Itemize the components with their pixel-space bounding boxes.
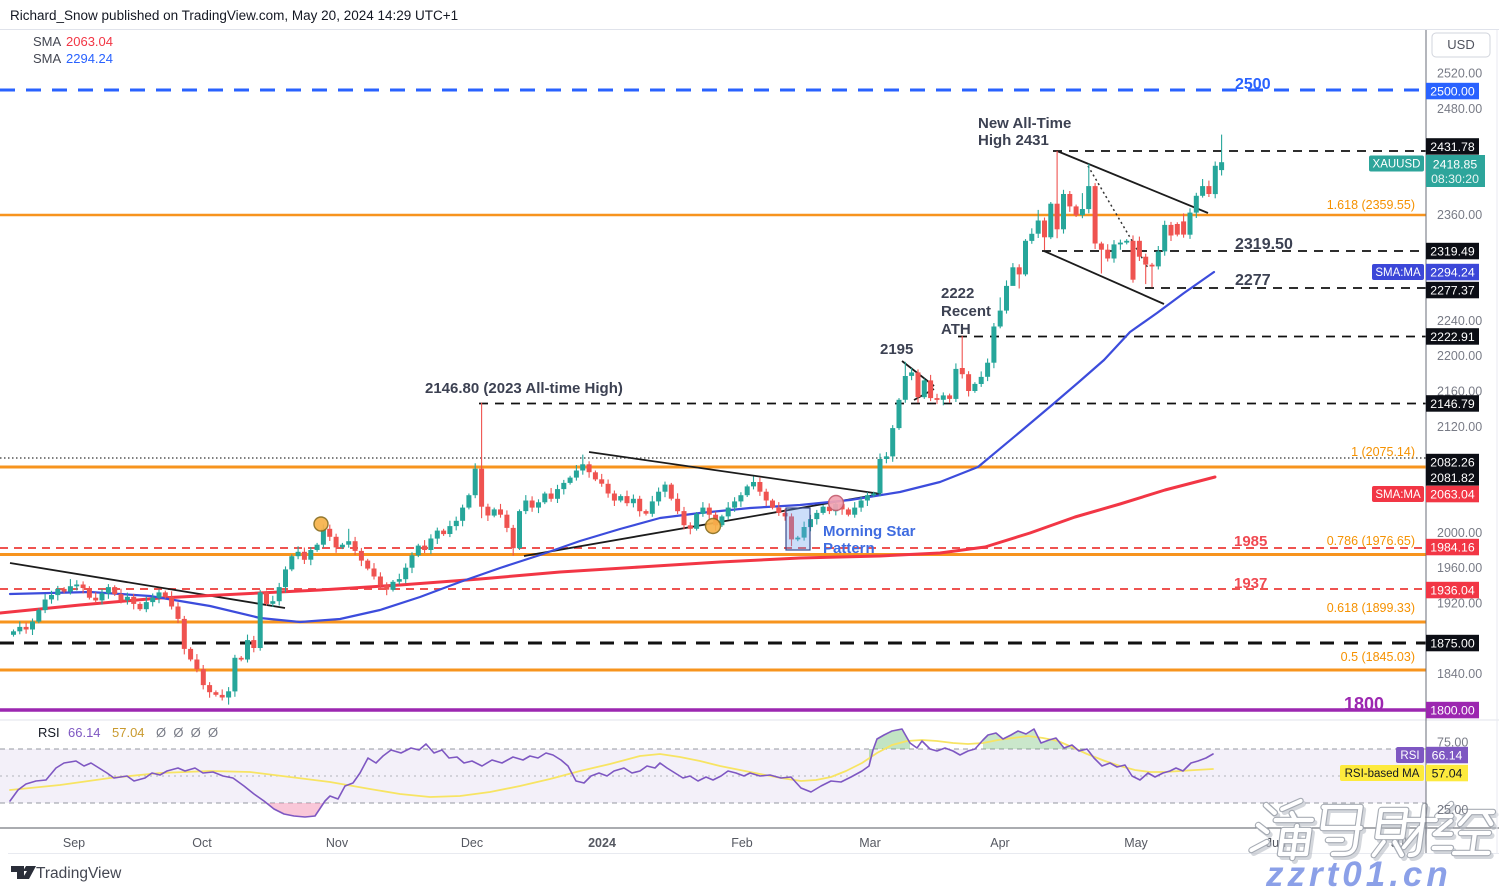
- svg-text:2222: 2222: [941, 285, 974, 302]
- svg-text:Apr: Apr: [990, 836, 1009, 850]
- svg-text:2200.00: 2200.00: [1437, 349, 1482, 363]
- svg-text:XAUUSD: XAUUSD: [1373, 159, 1421, 171]
- svg-text:High 2431: High 2431: [978, 132, 1049, 149]
- svg-text:Mar: Mar: [859, 836, 881, 850]
- svg-text:Dec: Dec: [461, 836, 483, 850]
- svg-text:75.00: 75.00: [1437, 736, 1468, 750]
- svg-text:2160.00: 2160.00: [1437, 385, 1482, 399]
- svg-text:1984.16: 1984.16: [1430, 540, 1475, 554]
- svg-text:Oct: Oct: [192, 836, 212, 850]
- svg-text:2480.00: 2480.00: [1437, 102, 1482, 116]
- svg-text:1875.00: 1875.00: [1430, 636, 1475, 650]
- svg-text:2277: 2277: [1235, 272, 1271, 289]
- svg-text:Feb: Feb: [731, 836, 753, 850]
- svg-text:1800.00: 1800.00: [1430, 703, 1475, 717]
- svg-text:2081.82: 2081.82: [1430, 471, 1475, 485]
- svg-text:TradingView: TradingView: [36, 865, 122, 882]
- svg-text:SMA: SMA: [33, 51, 62, 66]
- svg-text:Sep: Sep: [63, 836, 85, 850]
- svg-text:Richard_Snow published on Trad: Richard_Snow published on TradingView.co…: [10, 8, 458, 23]
- svg-text:66.14: 66.14: [68, 725, 101, 740]
- svg-text:Recent: Recent: [941, 303, 991, 320]
- svg-text:Morning Star: Morning Star: [823, 523, 916, 540]
- svg-text:1937: 1937: [1234, 575, 1267, 592]
- svg-text:2063.04: 2063.04: [66, 34, 113, 49]
- svg-text:66.14: 66.14: [1432, 748, 1463, 762]
- svg-text:ATH: ATH: [941, 321, 971, 338]
- svg-text:SMA:MA: SMA:MA: [1375, 267, 1421, 279]
- svg-text:1 (2075.14): 1 (2075.14): [1351, 445, 1415, 459]
- svg-text:SMA:MA: SMA:MA: [1375, 489, 1421, 501]
- svg-text:2024: 2024: [588, 836, 616, 850]
- svg-text:08:30:20: 08:30:20: [1431, 172, 1479, 186]
- svg-text:RSI-based MA: RSI-based MA: [1345, 768, 1420, 780]
- svg-text:2222.91: 2222.91: [1430, 330, 1475, 344]
- svg-text:1936.04: 1936.04: [1430, 583, 1475, 597]
- svg-text:0.786 (1976.65): 0.786 (1976.65): [1327, 534, 1415, 548]
- svg-text:2146.79: 2146.79: [1430, 397, 1475, 411]
- svg-text:0.618 (1899.33): 0.618 (1899.33): [1327, 601, 1415, 615]
- svg-text:2277.37: 2277.37: [1430, 283, 1475, 297]
- svg-text:2120.00: 2120.00: [1437, 420, 1482, 434]
- svg-text:2500.00: 2500.00: [1430, 84, 1475, 98]
- svg-text:57.04: 57.04: [112, 725, 145, 740]
- svg-text:1840.00: 1840.00: [1437, 667, 1482, 681]
- svg-text:57.04: 57.04: [1432, 766, 1463, 780]
- svg-text:2520.00: 2520.00: [1437, 67, 1482, 81]
- svg-text:1920.00: 1920.00: [1437, 597, 1482, 611]
- svg-text:1985: 1985: [1234, 533, 1267, 550]
- svg-text:25.00: 25.00: [1437, 803, 1468, 817]
- svg-text:SMA: SMA: [33, 34, 62, 49]
- svg-text:RSI: RSI: [1400, 750, 1419, 762]
- svg-text:May: May: [1124, 836, 1148, 850]
- svg-text:2319.49: 2319.49: [1430, 244, 1475, 258]
- svg-text:2360.00: 2360.00: [1437, 208, 1482, 222]
- svg-text:1800: 1800: [1344, 694, 1384, 714]
- svg-text:2431.78: 2431.78: [1430, 140, 1475, 154]
- svg-text:Pattern: Pattern: [823, 540, 875, 557]
- svg-text:2195: 2195: [880, 341, 913, 358]
- svg-text:2082.26: 2082.26: [1430, 455, 1475, 469]
- svg-text:2240.00: 2240.00: [1437, 314, 1482, 328]
- svg-text:2146.80 (2023 All-time High): 2146.80 (2023 All-time High): [425, 380, 623, 397]
- svg-text:2000.00: 2000.00: [1437, 526, 1482, 540]
- svg-text:2500: 2500: [1235, 76, 1271, 93]
- svg-text:zzrt01.cn: zzrt01.cn: [1265, 855, 1452, 891]
- svg-text:1960.00: 1960.00: [1437, 561, 1482, 575]
- svg-text:RSI: RSI: [38, 725, 60, 740]
- svg-text:2319.50: 2319.50: [1235, 236, 1293, 253]
- svg-text:USD: USD: [1447, 37, 1474, 52]
- svg-text:2294.24: 2294.24: [1430, 265, 1475, 279]
- svg-text:2063.04: 2063.04: [1430, 487, 1475, 501]
- svg-text:New All-Time: New All-Time: [978, 115, 1071, 132]
- svg-text:1.618 (2359.55): 1.618 (2359.55): [1327, 198, 1415, 212]
- svg-text:2418.85: 2418.85: [1433, 158, 1478, 172]
- svg-text:2294.24: 2294.24: [66, 51, 113, 66]
- svg-text:0.5 (1845.03): 0.5 (1845.03): [1341, 650, 1415, 664]
- svg-text:Nov: Nov: [326, 836, 349, 850]
- svg-text:Ø Ø Ø Ø: Ø Ø Ø Ø: [156, 725, 218, 740]
